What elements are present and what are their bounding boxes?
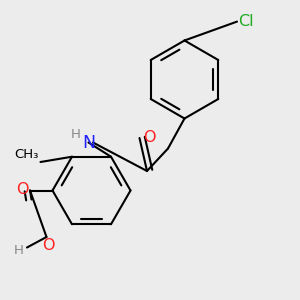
Text: Cl: Cl [238, 14, 254, 29]
Text: O: O [143, 130, 156, 146]
Text: O: O [42, 238, 54, 253]
Text: H: H [71, 128, 81, 141]
Text: N: N [82, 134, 95, 152]
Text: CH₃: CH₃ [15, 148, 39, 160]
Text: H: H [14, 244, 24, 257]
Text: O: O [16, 182, 29, 196]
